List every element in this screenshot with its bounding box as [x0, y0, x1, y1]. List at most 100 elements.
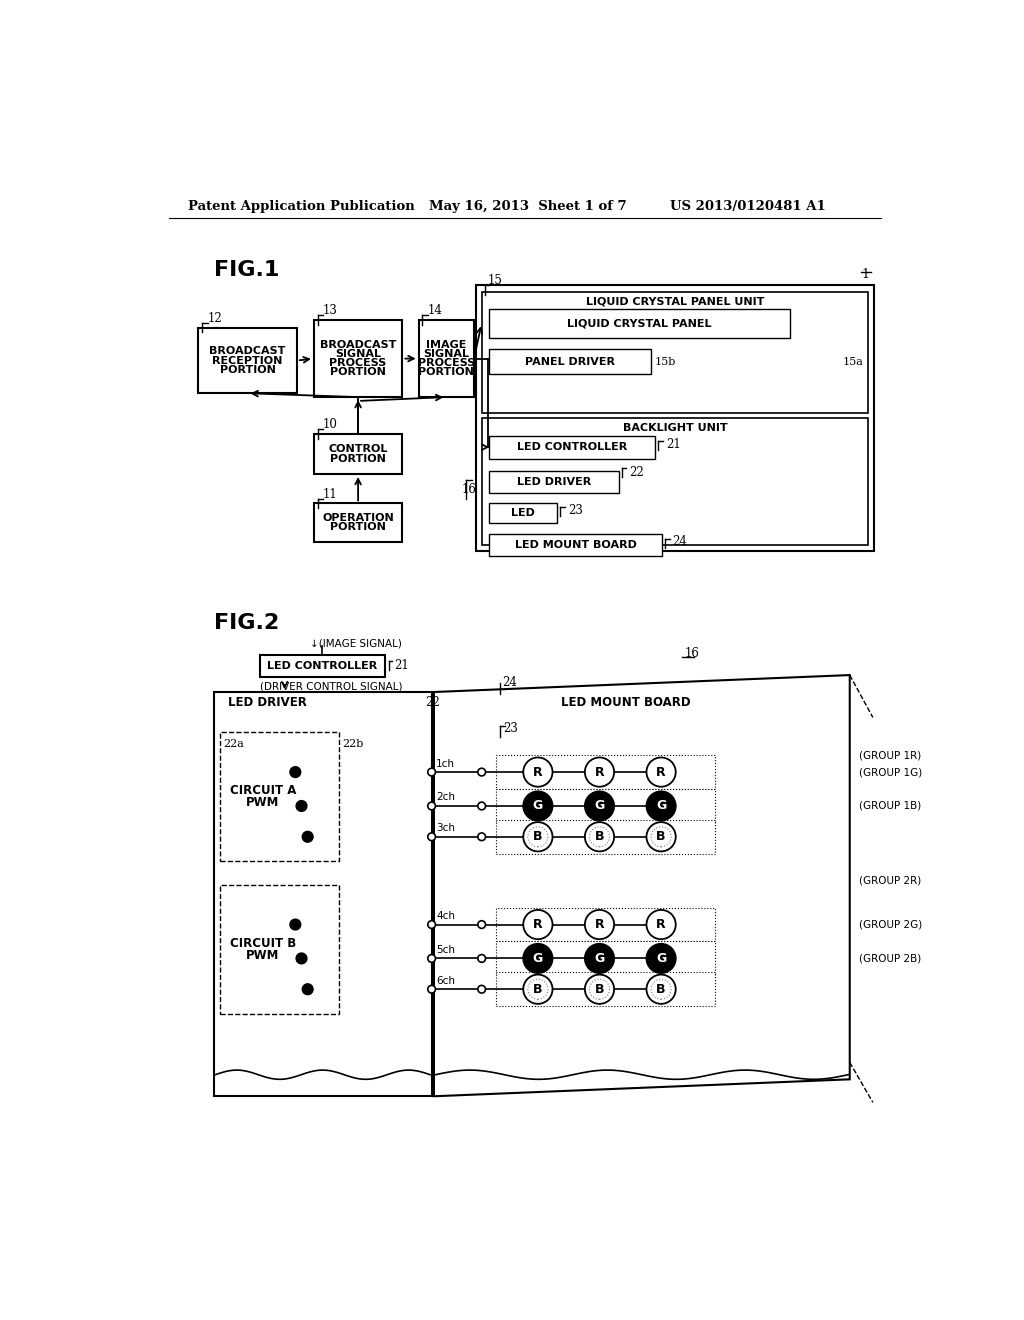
Circle shape: [523, 792, 553, 821]
Text: LED: LED: [511, 508, 536, 519]
Text: BROADCAST: BROADCAST: [210, 346, 286, 356]
Circle shape: [290, 919, 301, 929]
Circle shape: [478, 833, 485, 841]
Text: SIGNAL: SIGNAL: [335, 348, 381, 359]
Text: LED DRIVER: LED DRIVER: [228, 696, 307, 709]
Text: 13: 13: [323, 305, 338, 317]
Text: LED CONTROLLER: LED CONTROLLER: [267, 661, 378, 671]
FancyBboxPatch shape: [489, 309, 790, 338]
Circle shape: [302, 983, 313, 995]
Circle shape: [478, 985, 485, 993]
Text: (DRIVER CONTROL SIGNAL): (DRIVER CONTROL SIGNAL): [260, 681, 402, 692]
FancyBboxPatch shape: [199, 327, 297, 393]
Circle shape: [646, 944, 676, 973]
Text: PROCESS: PROCESS: [330, 358, 387, 368]
Text: 15b: 15b: [655, 356, 676, 367]
FancyBboxPatch shape: [489, 471, 618, 492]
FancyBboxPatch shape: [496, 820, 715, 854]
Text: R: R: [595, 917, 604, 931]
Text: B: B: [656, 830, 666, 843]
Text: LED CONTROLLER: LED CONTROLLER: [517, 442, 628, 453]
Text: 23: 23: [568, 504, 583, 517]
Text: 15a: 15a: [843, 356, 863, 367]
Circle shape: [585, 909, 614, 940]
Circle shape: [428, 833, 435, 841]
Text: R: R: [656, 766, 666, 779]
Text: BACKLIGHT UNIT: BACKLIGHT UNIT: [623, 422, 727, 433]
Text: 21: 21: [394, 659, 409, 672]
FancyBboxPatch shape: [496, 941, 715, 975]
FancyBboxPatch shape: [481, 418, 868, 545]
Circle shape: [646, 822, 676, 851]
Circle shape: [478, 803, 485, 810]
Text: RECEPTION: RECEPTION: [212, 355, 283, 366]
Text: 15: 15: [487, 275, 503, 288]
Text: 5ch: 5ch: [436, 945, 456, 954]
Text: R: R: [534, 917, 543, 931]
Text: LIQUID CRYSTAL PANEL UNIT: LIQUID CRYSTAL PANEL UNIT: [586, 297, 764, 306]
Circle shape: [585, 822, 614, 851]
Text: B: B: [534, 830, 543, 843]
FancyBboxPatch shape: [489, 535, 662, 556]
Text: (GROUP 1G): (GROUP 1G): [859, 767, 923, 777]
Text: G: G: [532, 800, 543, 813]
FancyBboxPatch shape: [481, 292, 868, 413]
Text: SIGNAL: SIGNAL: [423, 348, 469, 359]
Text: BROADCAST: BROADCAST: [319, 339, 396, 350]
FancyBboxPatch shape: [496, 973, 715, 1006]
Text: 24: 24: [673, 536, 687, 548]
FancyBboxPatch shape: [489, 350, 651, 374]
FancyBboxPatch shape: [313, 503, 402, 543]
Text: R: R: [595, 766, 604, 779]
FancyBboxPatch shape: [489, 436, 655, 459]
FancyBboxPatch shape: [220, 733, 339, 862]
Text: 22: 22: [630, 466, 644, 479]
FancyBboxPatch shape: [419, 321, 474, 397]
Circle shape: [478, 954, 485, 962]
FancyBboxPatch shape: [496, 755, 715, 789]
Circle shape: [523, 974, 553, 1003]
Text: 3ch: 3ch: [436, 824, 456, 833]
FancyBboxPatch shape: [214, 692, 432, 1096]
Text: 1: 1: [862, 268, 869, 281]
Text: 21: 21: [666, 437, 681, 450]
FancyBboxPatch shape: [220, 884, 339, 1014]
Text: B: B: [656, 982, 666, 995]
Circle shape: [428, 985, 435, 993]
Circle shape: [646, 974, 676, 1003]
Text: 4ch: 4ch: [436, 911, 456, 921]
Text: 24: 24: [502, 676, 516, 689]
Circle shape: [523, 758, 553, 787]
Text: CIRCUIT A: CIRCUIT A: [229, 784, 296, 797]
Circle shape: [428, 803, 435, 810]
Circle shape: [302, 832, 313, 842]
Circle shape: [523, 909, 553, 940]
Text: (GROUP 2G): (GROUP 2G): [859, 920, 923, 929]
Text: 23: 23: [503, 722, 518, 735]
Circle shape: [428, 921, 435, 928]
Text: (GROUP 1B): (GROUP 1B): [859, 801, 922, 810]
Circle shape: [646, 909, 676, 940]
Polygon shape: [434, 675, 850, 1096]
Circle shape: [646, 758, 676, 787]
Text: May 16, 2013  Sheet 1 of 7: May 16, 2013 Sheet 1 of 7: [429, 199, 627, 213]
Text: 16: 16: [685, 647, 699, 660]
Text: OPERATION: OPERATION: [323, 513, 394, 523]
Text: 16: 16: [462, 483, 476, 496]
Circle shape: [428, 954, 435, 962]
Text: G: G: [656, 952, 667, 965]
Circle shape: [646, 792, 676, 821]
Text: G: G: [594, 952, 604, 965]
Circle shape: [523, 822, 553, 851]
Text: LED DRIVER: LED DRIVER: [517, 477, 591, 487]
FancyBboxPatch shape: [496, 789, 715, 822]
Text: PORTION: PORTION: [220, 364, 275, 375]
Text: 6ch: 6ch: [436, 975, 456, 986]
Text: (GROUP 1R): (GROUP 1R): [859, 750, 922, 760]
FancyBboxPatch shape: [260, 655, 385, 677]
Circle shape: [585, 974, 614, 1003]
Text: LIQUID CRYSTAL PANEL: LIQUID CRYSTAL PANEL: [567, 318, 712, 329]
Text: 12: 12: [208, 312, 222, 325]
Text: G: G: [532, 952, 543, 965]
FancyBboxPatch shape: [475, 285, 874, 552]
